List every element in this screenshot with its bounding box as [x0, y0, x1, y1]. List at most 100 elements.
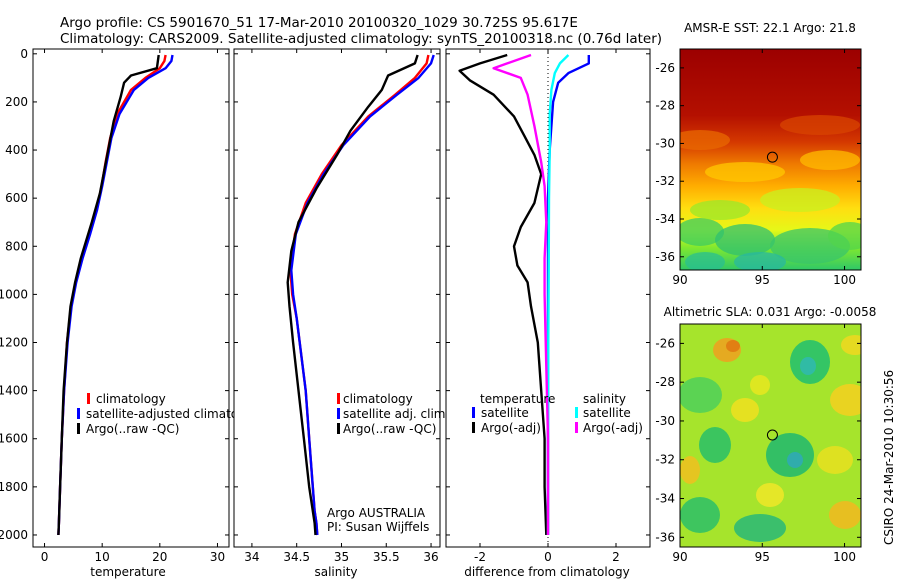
difference-legend-sal-argo: Argo(-adj): [583, 421, 643, 435]
argo-location-marker: [766, 429, 778, 441]
sla-texture: [841, 335, 861, 355]
sst-texture: [800, 150, 860, 170]
sst-texture: [680, 130, 730, 150]
figure-title-line1: Argo profile: CS 5901670_51 17-Mar-2010 …: [60, 15, 578, 31]
map-y-tick-label: -34: [655, 212, 675, 226]
sla-texture: [817, 446, 853, 474]
map-y-tick-label: -36: [655, 250, 675, 264]
sla-texture: [750, 375, 770, 395]
difference-xlabel: difference from climatology: [464, 565, 630, 579]
x-tick-label: 0: [544, 550, 552, 564]
sla-texture: [756, 483, 784, 507]
y-tick-label: 1000: [0, 287, 28, 301]
difference-legend: temperature salinity satellite Argo(-adj…: [472, 392, 643, 435]
temperature-panel: 0 200 400 600 800 1000 1200 1400 1600 1800 2000 0 10…: [0, 47, 264, 579]
sst-map-frame: [679, 48, 862, 271]
map-y-tick-label: -32: [655, 174, 675, 188]
y-tick-label: 600: [5, 191, 28, 205]
sla-map-frame: [679, 323, 862, 548]
sla-texture: [734, 514, 786, 542]
salinity-panel: 34 34.5 35 35.5 36 salinity climatology sate…: [233, 48, 449, 579]
salinity-legend-satellite-adj: satellite adj. clim.: [343, 407, 449, 421]
figure-title-line2: Climatology: CARS2009. Satellite-adjuste…: [60, 31, 662, 47]
map-y-tick-label: -30: [655, 136, 675, 150]
sst-map-panel: AMSR-E SST: 22.1 Argo: 21.8 -26 -28 -30 -32…: [655, 21, 862, 287]
map-y-tick-label: -26: [655, 61, 675, 75]
legend-swatch-temp-argo: [472, 422, 475, 433]
salinity-legend: climatology satellite adj. clim. Argo(..…: [337, 392, 449, 436]
series-line-temperature-argo-adj-: [458, 53, 548, 536]
legend-swatch-climatology: [87, 393, 90, 404]
map-y-tick-label: -34: [655, 492, 675, 506]
sla-texture: [787, 452, 803, 468]
sst-texture: [734, 252, 786, 270]
y-tick-label: 2000: [0, 528, 28, 542]
map-y-tick-label: -32: [655, 453, 675, 467]
sla-texture: [731, 398, 759, 422]
side-timestamp-label: CSIRO 24-Mar-2010 10:30:56: [882, 370, 896, 545]
sla-texture: [800, 357, 816, 375]
x-tick-label: 20: [152, 550, 167, 564]
y-tick-label: 0: [20, 47, 28, 61]
y-tick-label: 1200: [0, 336, 28, 350]
sla-texture: [680, 497, 720, 533]
argo-location-marker: [766, 151, 778, 163]
legend-swatch-satellite-adj: [337, 408, 340, 419]
sst-texture: [690, 200, 750, 220]
series-line-argo-raw-qc-: [57, 54, 160, 536]
sst-texture: [685, 252, 725, 270]
sla-texture: [726, 340, 740, 352]
difference-panel: -2 0 2 difference from climatology tempera…: [445, 48, 651, 579]
sst-texture: [705, 162, 785, 182]
sst-texture: [680, 218, 724, 246]
sst-texture: [760, 188, 840, 212]
salinity-legend-climatology: climatology: [343, 392, 413, 406]
series-line-salinity-argo-adj-: [492, 53, 550, 535]
salinity-annotation-line1: Argo AUSTRALIA: [327, 506, 426, 520]
sla-texture: [680, 456, 700, 484]
sla-map-title: Altimetric SLA: 0.031 Argo: -0.0058: [664, 305, 877, 319]
x-tick-label: 10: [95, 550, 110, 564]
salinity-annotation-line2: PI: Susan Wijffels: [327, 520, 429, 534]
sst-map-title: AMSR-E SST: 22.1 Argo: 21.8: [684, 21, 856, 35]
x-tick-label: 0: [41, 550, 49, 564]
y-tick-label: 1400: [0, 384, 28, 398]
x-tick-label: -2: [474, 550, 486, 564]
sla-texture: [680, 377, 722, 413]
map-x-tick-label: 95: [755, 550, 770, 564]
temperature-legend: climatology satellite-adjusted climatolo…: [77, 392, 264, 436]
x-tick-label: 35: [334, 550, 349, 564]
x-tick-label: 30: [210, 550, 225, 564]
x-tick-label: 34: [244, 550, 259, 564]
series-line-salinity-satellite: [546, 54, 570, 535]
map-x-tick-label: 90: [672, 550, 687, 564]
sla-texture: [830, 384, 861, 416]
sst-texture: [780, 115, 860, 135]
x-tick-label: 2: [612, 550, 620, 564]
temperature-legend-climatology: climatology: [96, 392, 166, 406]
legend-swatch-sal-argo: [575, 422, 578, 433]
x-tick-label: 35.5: [373, 550, 400, 564]
temperature-legend-satellite-adjusted: satellite-adjusted climatology: [86, 407, 264, 421]
series-line-satellite-adj-clim-: [290, 54, 435, 536]
difference-legend-temp-satellite: satellite: [481, 406, 529, 420]
legend-swatch-temp-satellite: [472, 407, 475, 418]
x-tick-label: 36: [423, 550, 438, 564]
map-x-tick-label: 95: [755, 273, 770, 287]
y-tick-label: 200: [5, 95, 28, 109]
legend-swatch-argo: [77, 423, 80, 434]
x-tick-label: 34.5: [283, 550, 310, 564]
y-tick-label: 400: [5, 143, 28, 157]
sla-map-panel: Altimetric SLA: 0.031 Argo: -0.0058 -26 -…: [655, 305, 876, 564]
difference-legend-temperature-title: temperature: [480, 392, 555, 406]
temperature-legend-argo: Argo(..raw -QC): [86, 422, 179, 436]
y-tick-label: 1800: [0, 480, 28, 494]
temperature-xlabel: temperature: [90, 565, 165, 579]
map-y-tick-label: -28: [655, 99, 675, 113]
map-x-tick-label: 90: [672, 273, 687, 287]
map-y-tick-label: -26: [655, 336, 675, 350]
legend-swatch-climatology: [337, 393, 340, 404]
salinity-legend-argo: Argo(..raw -QC): [343, 422, 436, 436]
legend-swatch-argo: [337, 423, 340, 434]
legend-swatch-sal-satellite: [575, 407, 578, 418]
